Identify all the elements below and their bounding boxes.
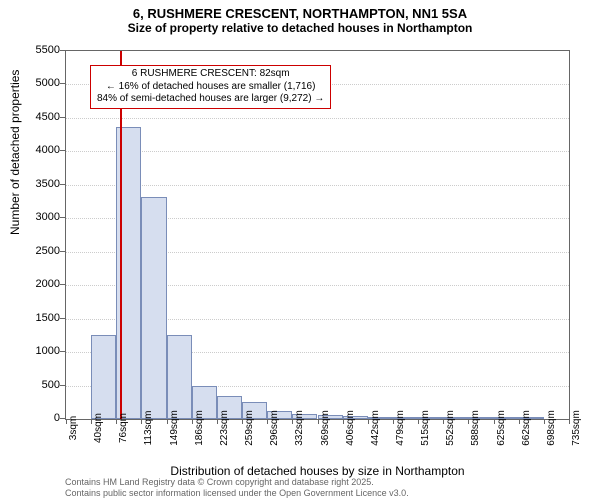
x-tick-label: 296sqm [269, 410, 280, 446]
x-tick-label: 223sqm [219, 410, 230, 446]
x-tick-label: 113sqm [143, 411, 154, 446]
x-tick-mark [418, 419, 419, 424]
footer-note: Contains HM Land Registry data © Crown c… [65, 477, 409, 498]
y-tick-mark [60, 284, 65, 285]
x-tick-mark [192, 419, 193, 424]
x-tick-mark [318, 419, 319, 424]
x-tick-label: 735sqm [571, 410, 582, 446]
x-tick-mark [368, 419, 369, 424]
gridline [66, 185, 569, 186]
x-tick-mark [343, 419, 344, 424]
x-tick-label: 40sqm [93, 413, 104, 443]
y-tick-mark [60, 217, 65, 218]
y-tick-mark [60, 251, 65, 252]
y-tick-label: 4000 [36, 144, 60, 156]
x-tick-label: 479sqm [395, 410, 406, 446]
x-tick-label: 186sqm [194, 410, 205, 446]
x-tick-mark [393, 419, 394, 424]
footer-line1: Contains HM Land Registry data © Crown c… [65, 477, 374, 487]
x-tick-label: 698sqm [546, 410, 557, 446]
x-tick-label: 588sqm [470, 410, 481, 446]
x-axis-label: Distribution of detached houses by size … [65, 464, 570, 478]
gridline [66, 151, 569, 152]
y-tick-label: 5500 [36, 44, 60, 56]
x-tick-mark [519, 419, 520, 424]
gridline [66, 118, 569, 119]
histogram-bar [167, 335, 192, 419]
y-tick-label: 1000 [36, 345, 60, 357]
chart-title-line1: 6, RUSHMERE CRESCENT, NORTHAMPTON, NN1 5… [0, 6, 600, 21]
annotation-line3: 84% of semi-detached houses are larger (… [97, 93, 324, 104]
y-tick-mark [60, 117, 65, 118]
y-tick-label: 5000 [36, 77, 60, 89]
x-tick-label: 3sqm [68, 416, 79, 440]
x-tick-label: 625sqm [496, 410, 507, 446]
y-tick-mark [60, 83, 65, 84]
x-tick-label: 552sqm [445, 410, 456, 446]
x-tick-mark [544, 419, 545, 424]
y-tick-label: 1500 [36, 312, 60, 324]
x-tick-label: 442sqm [370, 410, 381, 446]
chart-title-block: 6, RUSHMERE CRESCENT, NORTHAMPTON, NN1 5… [0, 0, 600, 35]
chart-title-line2: Size of property relative to detached ho… [0, 21, 600, 35]
y-tick-mark [60, 418, 65, 419]
annotation-line1: 6 RUSHMERE CRESCENT: 82sqm [132, 68, 290, 79]
x-tick-label: 332sqm [294, 410, 305, 446]
x-tick-label: 662sqm [521, 410, 532, 446]
plot-area: 6 RUSHMERE CRESCENT: 82sqm ← 16% of detac… [65, 50, 570, 420]
y-tick-mark [60, 318, 65, 319]
x-tick-mark [569, 419, 570, 424]
y-tick-label: 2500 [36, 245, 60, 257]
y-tick-mark [60, 385, 65, 386]
y-tick-mark [60, 150, 65, 151]
y-tick-mark [60, 50, 65, 51]
x-tick-label: 515sqm [420, 410, 431, 446]
y-tick-label: 3000 [36, 211, 60, 223]
y-tick-mark [60, 184, 65, 185]
x-tick-mark [91, 419, 92, 424]
y-tick-label: 4500 [36, 111, 60, 123]
x-tick-label: 259sqm [244, 410, 255, 446]
x-tick-label: 406sqm [345, 410, 356, 446]
histogram-bar [91, 335, 116, 419]
x-tick-mark [167, 419, 168, 424]
x-tick-mark [494, 419, 495, 424]
histogram-bar [141, 197, 166, 419]
y-axis-label: Number of detached properties [8, 70, 22, 235]
annotation-box: 6 RUSHMERE CRESCENT: 82sqm ← 16% of detac… [90, 65, 331, 109]
x-tick-label: 76sqm [118, 413, 129, 443]
y-tick-label: 2000 [36, 278, 60, 290]
x-tick-label: 149sqm [169, 410, 180, 446]
chart-container: 6, RUSHMERE CRESCENT, NORTHAMPTON, NN1 5… [0, 0, 600, 500]
x-tick-label: 369sqm [320, 410, 331, 446]
footer-line2: Contains public sector information licen… [65, 488, 409, 498]
x-tick-mark [66, 419, 67, 424]
y-tick-label: 3500 [36, 178, 60, 190]
x-tick-mark [217, 419, 218, 424]
x-tick-mark [242, 419, 243, 424]
y-tick-label: 500 [42, 379, 60, 391]
y-tick-mark [60, 351, 65, 352]
annotation-line2: ← 16% of detached houses are smaller (1,… [106, 81, 316, 92]
